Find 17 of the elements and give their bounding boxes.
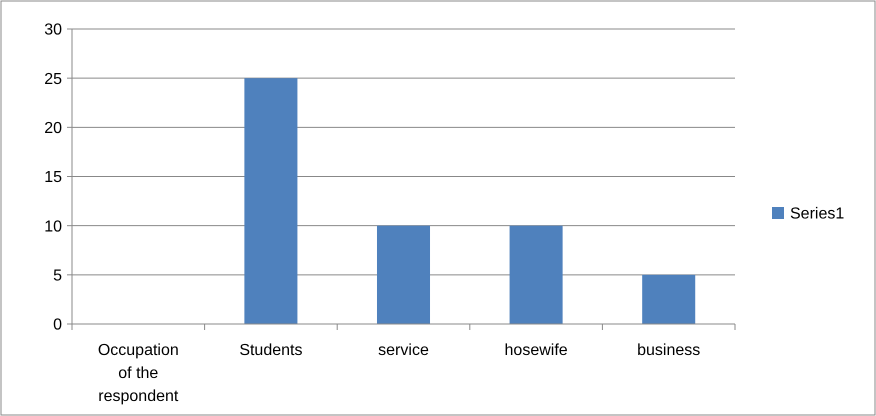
x-tick-label: hosewife xyxy=(504,342,568,359)
x-tick-label: Occupation of the respondent xyxy=(98,342,179,405)
x-tick-label: service xyxy=(378,342,429,359)
legend-label: Series1 xyxy=(790,206,844,223)
y-tick-label: 30 xyxy=(44,22,62,39)
x-tick-label: Students xyxy=(239,342,302,359)
y-tick-label: 5 xyxy=(53,267,62,284)
bar xyxy=(510,226,563,324)
bar xyxy=(376,226,430,324)
x-tick-label: business xyxy=(637,342,700,359)
y-tick-label: 0 xyxy=(53,316,62,334)
bar xyxy=(642,274,696,324)
bar xyxy=(244,78,298,324)
y-tick-label: 25 xyxy=(44,70,62,88)
y-tick-label: 15 xyxy=(44,169,62,186)
y-tick-label: 10 xyxy=(44,218,62,236)
y-tick-label: 20 xyxy=(44,120,62,137)
